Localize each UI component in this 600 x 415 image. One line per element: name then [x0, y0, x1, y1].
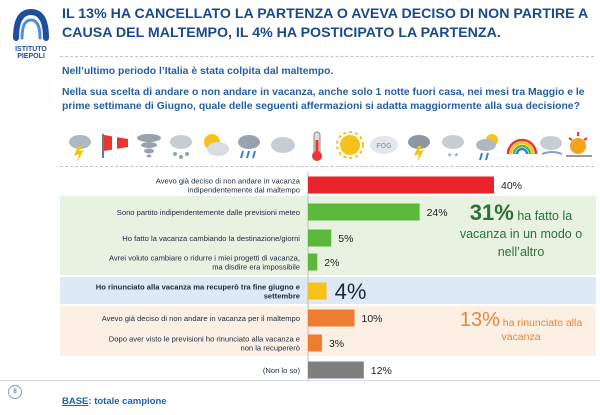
category-label-4-line-1: Avrei voluto cambiare o ridurre i miei p… [109, 254, 300, 263]
category-label-3: Ho fatto la vacanza cambiando la destina… [122, 234, 300, 243]
fog-label: FOG [376, 143, 392, 150]
question-text: Nella sua scelta di andare o non andare … [62, 87, 585, 112]
wind-sock-icon [102, 134, 128, 158]
value-label-2: 24% [427, 207, 448, 219]
bar-3 [308, 229, 332, 247]
cloud-hail-icon [170, 135, 192, 159]
category-label-5-line-1: Ho rinunciato alla vacanza ma recuperò t… [96, 283, 300, 292]
brand-name-line1: ISTITUTO [15, 46, 47, 53]
base-note: BASE: totale campione [62, 396, 167, 407]
rain-sun-icon [476, 134, 498, 161]
category-label-1-line-1: Avevo già deciso di non andare in vacanz… [156, 177, 301, 186]
sun-cloud-icon [204, 134, 229, 156]
sun-icon [336, 131, 364, 159]
weather-icons-strip: FOG * * [69, 131, 592, 162]
base-text: : totale campione [88, 396, 167, 407]
brand-logo: ISTITUTO PIEPOLI [6, 4, 56, 62]
fog-icon: FOG [370, 136, 398, 154]
footer-divider [0, 380, 600, 381]
svg-text:* *: * * [448, 152, 459, 162]
rainbow-icon [506, 138, 538, 155]
category-label-7-line-1: Dopo aver visto le previsioni ho rinunci… [109, 335, 300, 344]
cloud-lightning-icon [69, 135, 91, 162]
bar-5 [308, 282, 327, 300]
callout-green: 31% ha fatto la vacanza in un modo o nel… [450, 202, 592, 261]
brand-name-line2: PIEPOLI [17, 53, 45, 60]
bar-2 [308, 203, 420, 221]
yellow-group-band [60, 277, 596, 304]
value-label-7: 3% [329, 338, 344, 350]
rain-cloud-icon [238, 135, 260, 159]
cloud-lightning-icon [408, 135, 430, 162]
category-label-4-line-2: ma disdire era impossibile [212, 263, 300, 272]
value-label-4: 2% [324, 257, 339, 269]
category-label-7-line-2: non la recupererò [240, 344, 300, 353]
icons-divider [60, 166, 594, 167]
value-label-8: 12% [371, 365, 392, 377]
intro-text: Nell’ultimo periodo l’Italia è stata col… [62, 66, 334, 77]
tornado-icon [137, 134, 161, 158]
snow-cloud-icon: * * [442, 135, 464, 162]
category-label-1-line-2: indipendentemente dal maltempo [188, 186, 300, 195]
base-label: BASE [62, 396, 89, 407]
bar-7 [308, 334, 322, 352]
callout-green-value: 31% [469, 200, 514, 225]
value-label-5: 4% [335, 279, 367, 304]
value-label-6: 10% [362, 313, 383, 325]
category-label-5-line-2: settembre [264, 292, 300, 301]
logo-mark-icon [13, 8, 49, 41]
cloud-icon [271, 137, 295, 153]
callout-orange-value: 13% [459, 309, 500, 331]
bar-1 [308, 176, 494, 194]
thermometer-icon [312, 131, 322, 161]
bar-8 [308, 361, 364, 379]
category-label-2: Sono partito indipendentemente dalle pre… [117, 208, 300, 217]
page-title: IL 13% HA CANCELLATO LA PARTENZA O AVEVA… [62, 6, 588, 41]
wind-cloud-icon [540, 136, 563, 155]
sunset-icon [566, 132, 592, 157]
callout-orange-text: ha rinunciato alla vacanza [501, 317, 583, 343]
value-label-3: 5% [338, 233, 353, 245]
category-label-8: (Non lo so) [263, 366, 301, 375]
bar-chart: Avevo già deciso di non andare in vacanz… [96, 172, 522, 382]
brand-name: ISTITUTO PIEPOLI [6, 46, 56, 60]
bar-4 [308, 253, 318, 271]
callout-orange: 13% ha rinunciato alla vacanza [448, 310, 594, 344]
title-divider [60, 56, 594, 57]
category-label-6: Avevo già deciso di non andare in vacanz… [102, 314, 300, 323]
page-number: 8 [8, 385, 22, 399]
value-label-1: 40% [501, 180, 522, 192]
callout-green-text: ha fatto la vacanza in un modo o nell’al… [459, 209, 583, 259]
bar-6 [308, 309, 355, 327]
